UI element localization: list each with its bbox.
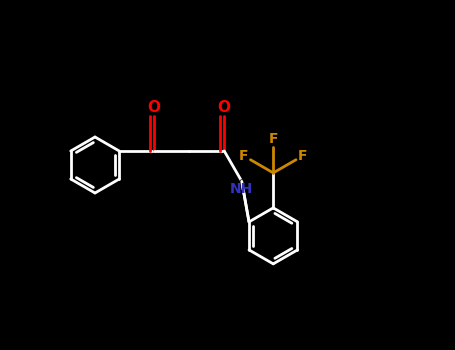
Text: F: F <box>239 149 248 163</box>
Text: O: O <box>148 100 161 116</box>
Text: F: F <box>298 149 308 163</box>
Text: F: F <box>268 132 278 146</box>
Text: O: O <box>218 100 231 116</box>
Text: NH: NH <box>230 182 253 196</box>
